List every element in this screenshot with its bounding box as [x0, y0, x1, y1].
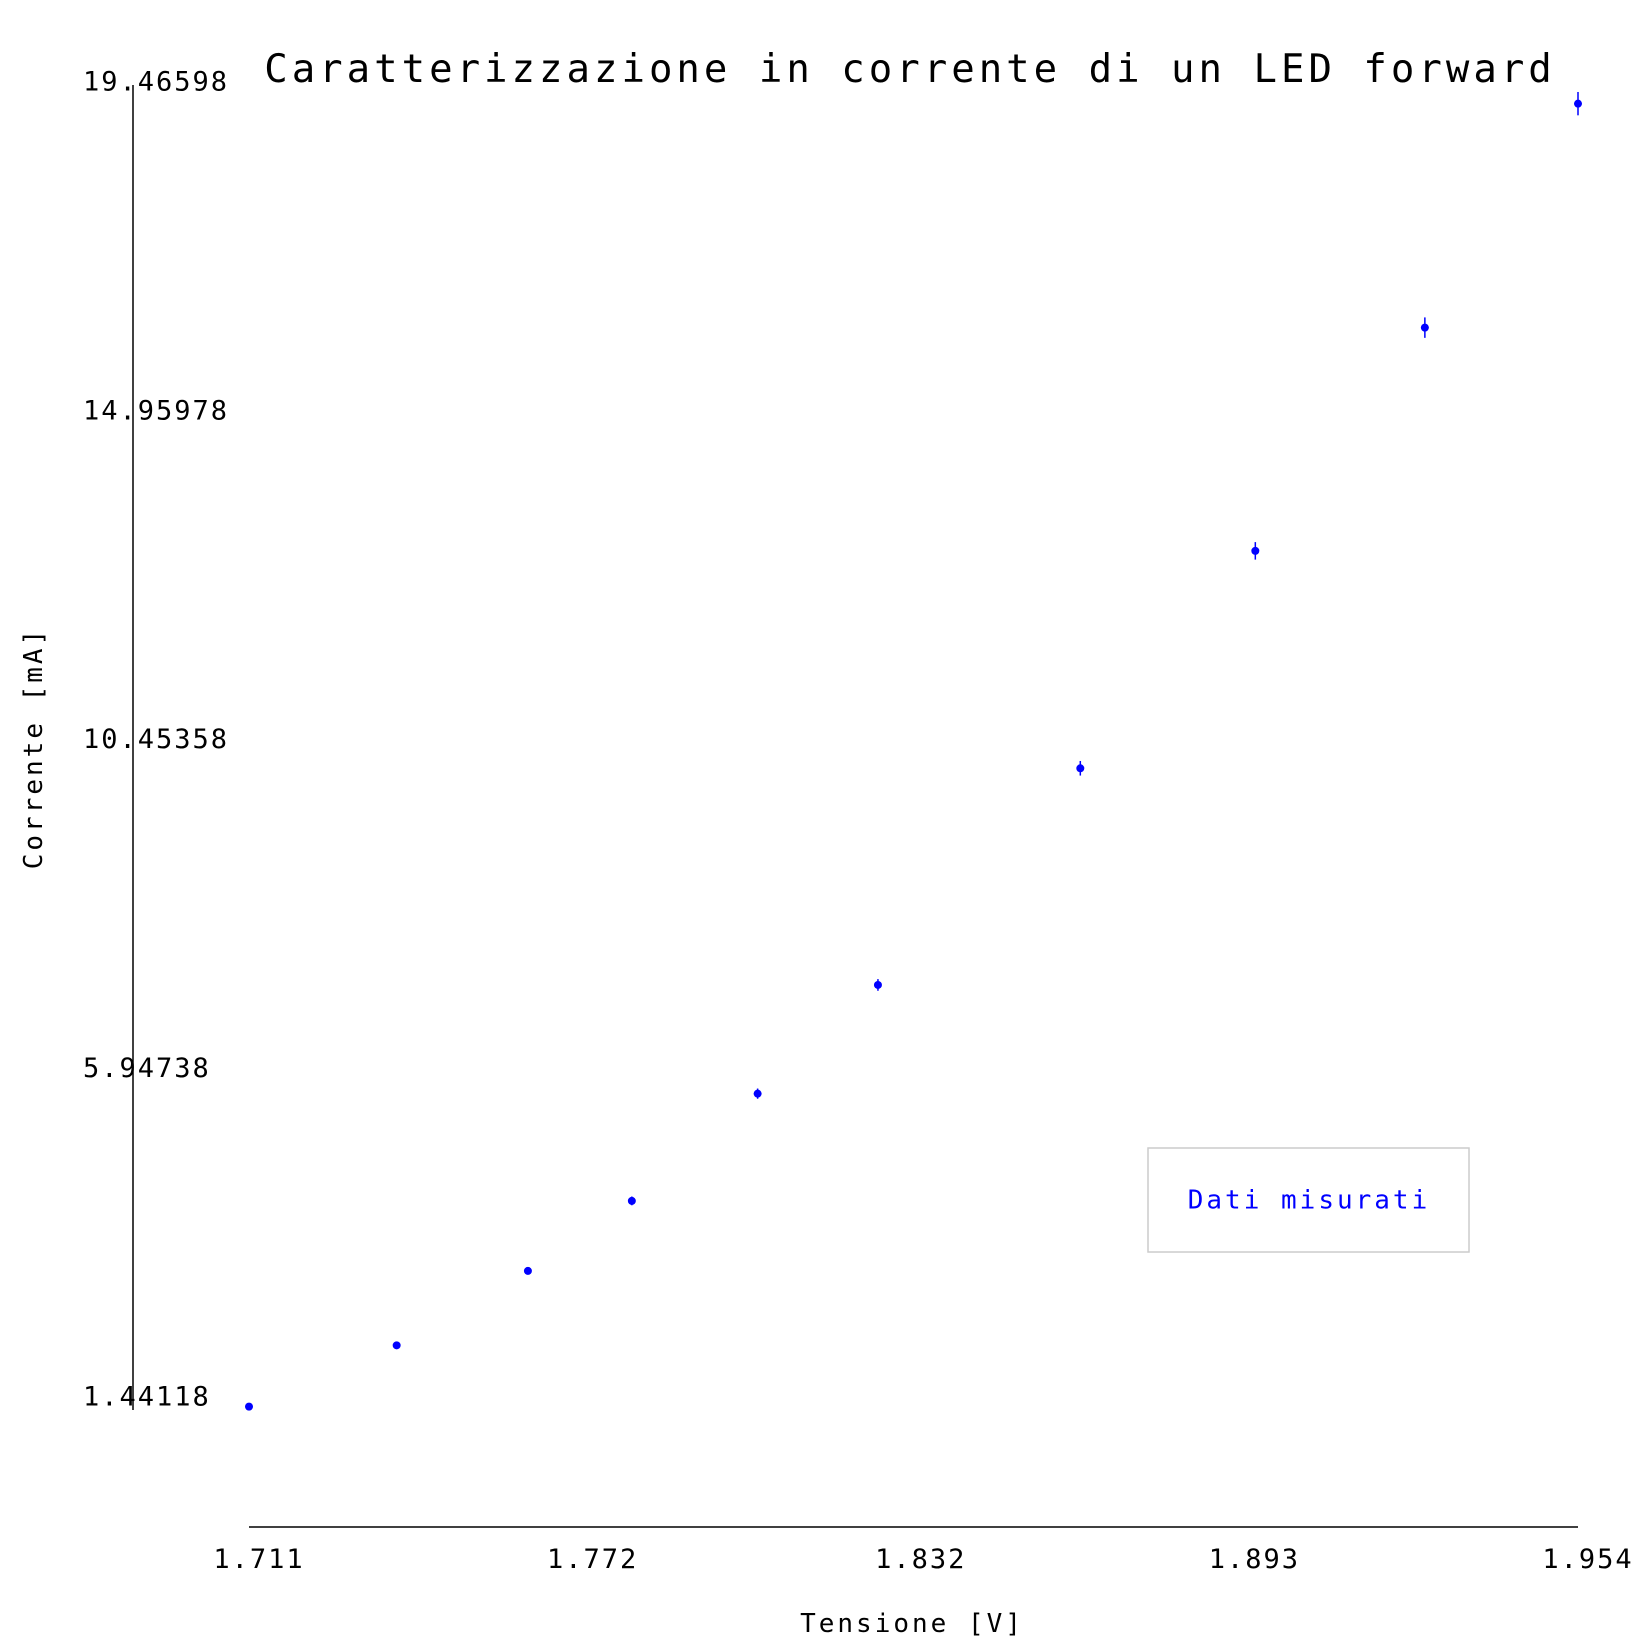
data-point-marker [392, 1341, 401, 1350]
x-tick-label: 1.893 [1209, 1544, 1300, 1575]
y-tick-labels: 1.44118 5.94738 10.45358 14.95978 19.46598 [83, 67, 229, 1413]
x-tick-label: 1.711 [213, 1544, 304, 1575]
y-axis-label: Corrente [mA] [19, 627, 49, 870]
x-axis-label: Tensione [V] [800, 1609, 1024, 1639]
data-point-marker [1574, 99, 1582, 108]
data-point-marker [753, 1089, 762, 1098]
data-point [1251, 542, 1260, 560]
data-point-marker [1076, 764, 1085, 773]
y-tick-label: 5.94738 [83, 1053, 211, 1084]
y-tick-label: 14.95978 [83, 395, 229, 426]
data-point [1574, 91, 1582, 116]
data-point [627, 1196, 636, 1206]
data-point [1420, 317, 1429, 338]
data-points [245, 91, 1582, 1411]
data-point [523, 1266, 532, 1275]
x-tick-label: 1.832 [875, 1544, 966, 1575]
y-tick-label: 1.44118 [83, 1382, 211, 1413]
y-tick-label: 10.45358 [83, 724, 229, 755]
x-tick-label: 1.954 [1542, 1544, 1633, 1575]
x-tick-labels: 1.711 1.772 1.832 1.893 1.954 [213, 1544, 1633, 1575]
data-point [1076, 760, 1085, 776]
data-point-marker [873, 980, 882, 989]
data-point [392, 1341, 401, 1350]
data-point-marker [523, 1266, 532, 1275]
data-point [753, 1088, 762, 1099]
x-tick-label: 1.772 [547, 1544, 638, 1575]
legend-entry-dati-misurati: Dati misurati [1188, 1186, 1431, 1216]
data-point-marker [1420, 323, 1429, 332]
legend: Dati misurati [1147, 1147, 1470, 1253]
data-point-marker [1251, 546, 1260, 555]
data-point [873, 979, 882, 991]
data-point-marker [627, 1196, 636, 1205]
data-point [245, 1402, 253, 1411]
data-point-marker [245, 1402, 253, 1411]
legend-box [1147, 1147, 1470, 1253]
y-tick-label: 19.46598 [83, 67, 229, 98]
chart-title: Caratterizzazione in corrente di un LED … [264, 47, 1556, 92]
